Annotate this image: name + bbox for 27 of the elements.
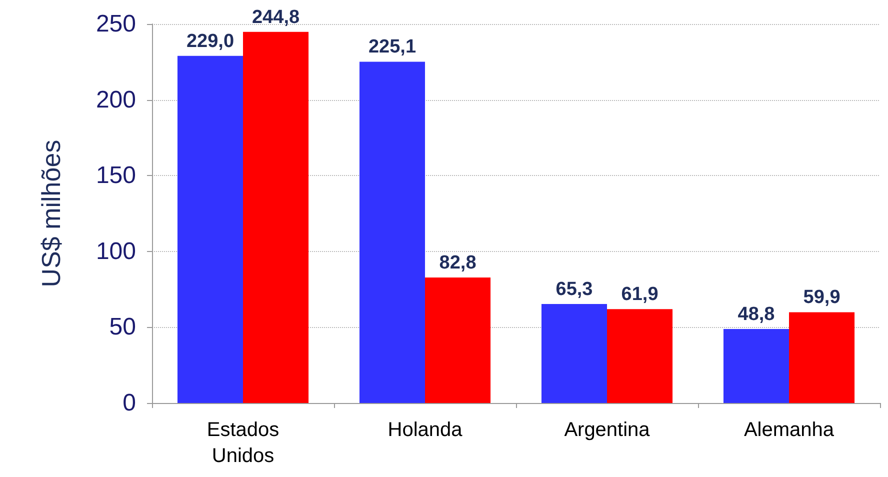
- data-label: 48,8: [738, 304, 775, 326]
- y-tick-label: 100: [96, 238, 136, 265]
- bar: [359, 62, 425, 403]
- data-label: 61,9: [621, 284, 658, 306]
- y-tick-label: 0: [122, 390, 136, 416]
- data-label: 244,8: [252, 6, 300, 28]
- x-tick-label: Holanda: [388, 419, 464, 441]
- y-axis-title: US$ milhões: [36, 140, 66, 288]
- data-label: 82,8: [439, 252, 476, 274]
- y-tick-label: 150: [96, 162, 136, 190]
- bar: [723, 329, 789, 403]
- y-tick-label: 50: [109, 314, 136, 341]
- data-label: 59,9: [803, 287, 840, 308]
- bar: [541, 304, 607, 403]
- x-tick-label: Estados Unidos: [206, 419, 280, 467]
- bar: [243, 32, 309, 403]
- data-label: 229,0: [186, 30, 234, 52]
- y-tick-label: 250: [96, 10, 136, 38]
- x-tick-label: Argentina: [564, 419, 651, 441]
- x-tick-label: Alemanha: [744, 419, 835, 441]
- data-label: 225,1: [368, 36, 416, 58]
- data-label: 65,3: [556, 279, 593, 300]
- y-tick-label: 200: [96, 86, 136, 114]
- bar: [177, 56, 243, 403]
- bar: [789, 312, 855, 403]
- bar: [607, 309, 673, 403]
- bar: [425, 277, 491, 403]
